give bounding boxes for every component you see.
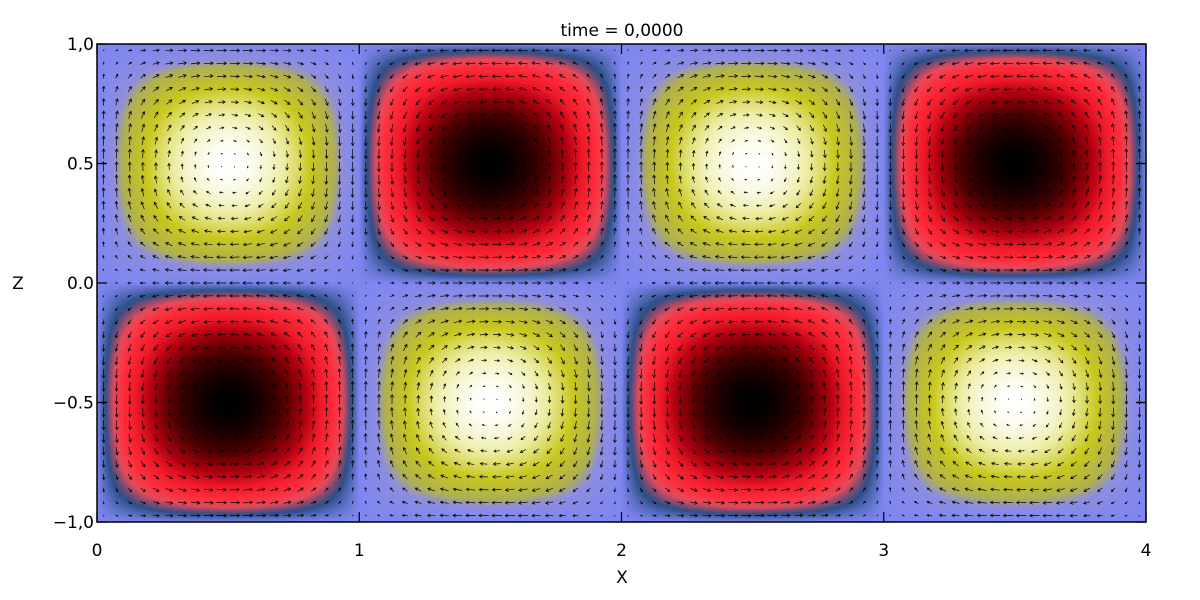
plot-area (96, 43, 1147, 523)
y-tick-label: −0.5 (53, 394, 94, 414)
x-tick-label: 0 (92, 541, 103, 561)
chart-title: time = 0,0000 (561, 21, 684, 41)
x-axis-label: X (616, 568, 628, 588)
y-axis: −1,0 −0.5 0.0 0.5 1,0 (53, 35, 1146, 533)
x-tick-label: 4 (1141, 541, 1152, 561)
y-tick-label: 0.0 (67, 274, 94, 294)
y-tick-label: −1,0 (53, 513, 94, 533)
x-tick-label: 3 (878, 541, 889, 561)
heatmap-image (97, 44, 1146, 522)
vector-field (101, 48, 1142, 518)
y-tick-label: 1,0 (67, 35, 94, 55)
x-axis: 0 1 2 3 4 (92, 44, 1152, 561)
y-tick-label: 0.5 (67, 155, 94, 175)
y-axis-label: Z (12, 274, 24, 294)
x-tick-label: 1 (354, 541, 365, 561)
x-tick-label: 2 (616, 541, 627, 561)
vector-arrows (101, 48, 1142, 518)
